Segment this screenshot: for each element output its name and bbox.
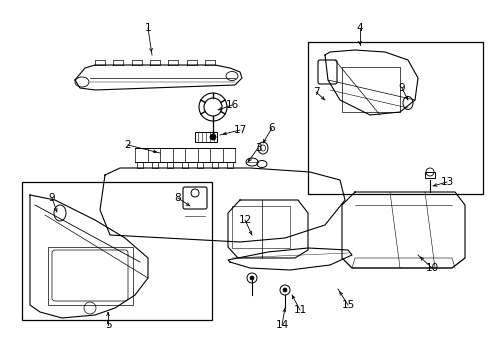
Circle shape — [209, 134, 216, 140]
Text: 17: 17 — [233, 125, 246, 135]
Circle shape — [283, 288, 286, 292]
Text: 5: 5 — [104, 320, 111, 330]
Text: 1: 1 — [144, 23, 151, 33]
Text: 3: 3 — [254, 143, 261, 153]
Text: 14: 14 — [275, 320, 288, 330]
Bar — [48, 247, 133, 305]
Text: 15: 15 — [341, 300, 354, 310]
Text: 6: 6 — [268, 123, 275, 133]
Bar — [341, 67, 399, 112]
Text: 13: 13 — [440, 177, 453, 187]
Bar — [195, 132, 217, 142]
Text: 8: 8 — [174, 193, 181, 203]
Bar — [424, 172, 434, 178]
Text: 4: 4 — [356, 23, 363, 33]
Text: 11: 11 — [293, 305, 306, 315]
Text: 10: 10 — [425, 263, 438, 273]
Text: 7: 7 — [312, 87, 319, 97]
Bar — [307, 42, 482, 194]
Text: 2: 2 — [124, 140, 131, 150]
Bar — [22, 182, 212, 320]
Bar — [231, 206, 289, 248]
Text: 16: 16 — [225, 100, 238, 110]
Circle shape — [249, 276, 253, 280]
Text: 9: 9 — [49, 193, 55, 203]
Text: 12: 12 — [238, 215, 251, 225]
Text: 9: 9 — [398, 83, 405, 93]
